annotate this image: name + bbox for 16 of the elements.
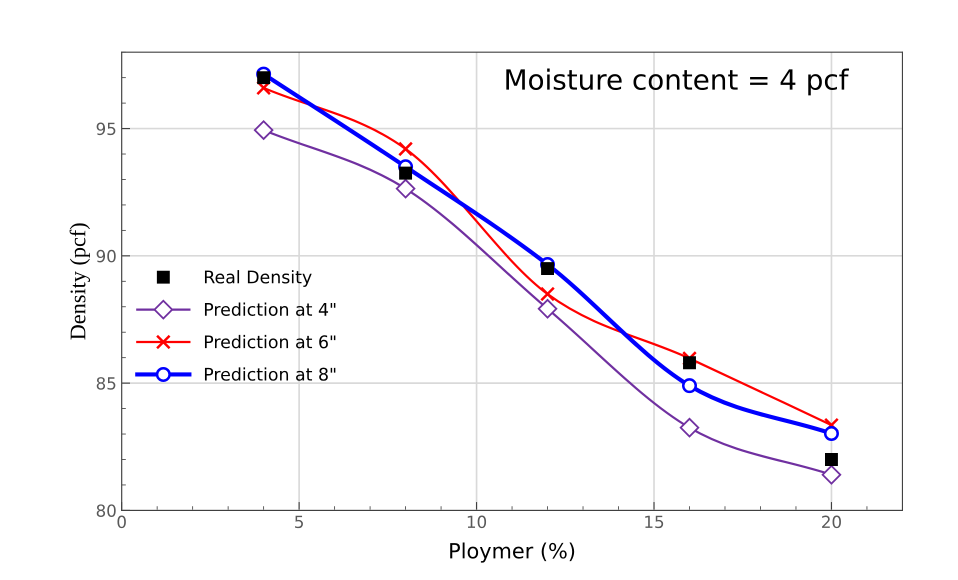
x-axis-title: Ploymer (%) <box>450 542 574 563</box>
legend-label: Prediction at 4" <box>204 302 336 316</box>
legend-label: Prediction at 8" <box>204 367 336 381</box>
x-tick-label: 20 <box>822 516 841 528</box>
y-tick-label: 90 <box>96 250 116 262</box>
x-tick-label: 10 <box>468 516 486 528</box>
legend-label: Real Density <box>204 270 312 287</box>
x-tick-label: 5 <box>295 516 303 528</box>
x-tick-label: 0 <box>117 516 126 528</box>
x-tick-label: 15 <box>645 516 664 528</box>
text: Moisture content = 4 pcf <box>506 68 849 96</box>
y-tick-label: 80 <box>96 504 116 517</box>
y-tick-label: 95 <box>96 122 116 136</box>
y-axis-title: Density (pcf) <box>70 223 90 340</box>
y-tick-label: 85 <box>96 377 116 390</box>
legend-label: Prediction at 6" <box>204 334 336 348</box>
